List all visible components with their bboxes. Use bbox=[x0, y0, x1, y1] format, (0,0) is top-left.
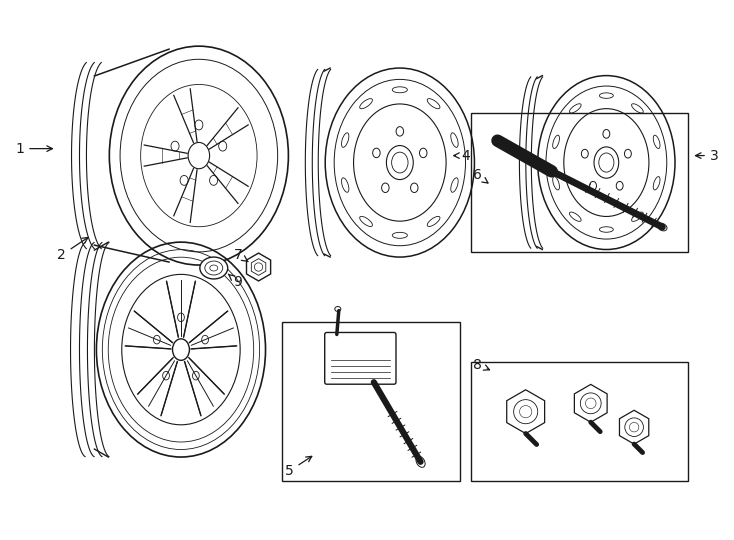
Ellipse shape bbox=[600, 93, 614, 98]
Ellipse shape bbox=[617, 181, 623, 190]
Ellipse shape bbox=[360, 99, 372, 109]
Text: 1: 1 bbox=[15, 141, 52, 156]
Text: 8: 8 bbox=[473, 357, 490, 372]
Bar bbox=[471, 113, 688, 252]
Ellipse shape bbox=[382, 183, 389, 193]
Ellipse shape bbox=[653, 177, 660, 190]
Ellipse shape bbox=[416, 456, 425, 467]
Text: 6: 6 bbox=[473, 168, 488, 183]
Ellipse shape bbox=[451, 178, 458, 192]
Ellipse shape bbox=[570, 212, 581, 221]
Ellipse shape bbox=[420, 148, 427, 158]
Ellipse shape bbox=[171, 141, 179, 151]
Text: 7: 7 bbox=[234, 248, 248, 262]
Text: 2: 2 bbox=[57, 238, 88, 262]
Bar bbox=[471, 361, 688, 481]
Bar bbox=[283, 322, 459, 481]
Ellipse shape bbox=[180, 176, 188, 185]
Ellipse shape bbox=[553, 177, 559, 190]
Polygon shape bbox=[575, 384, 607, 422]
Ellipse shape bbox=[163, 372, 170, 380]
Polygon shape bbox=[506, 390, 545, 434]
Ellipse shape bbox=[192, 372, 199, 380]
Ellipse shape bbox=[427, 99, 440, 109]
Ellipse shape bbox=[581, 150, 588, 158]
Ellipse shape bbox=[386, 146, 413, 180]
Ellipse shape bbox=[200, 257, 228, 279]
Ellipse shape bbox=[153, 335, 160, 344]
Ellipse shape bbox=[427, 217, 440, 226]
Ellipse shape bbox=[451, 133, 458, 147]
Text: 4: 4 bbox=[454, 148, 470, 163]
Ellipse shape bbox=[360, 217, 372, 226]
Ellipse shape bbox=[172, 339, 189, 360]
Ellipse shape bbox=[553, 135, 559, 148]
Ellipse shape bbox=[392, 232, 407, 238]
Ellipse shape bbox=[195, 120, 203, 130]
Ellipse shape bbox=[396, 127, 404, 136]
Polygon shape bbox=[247, 253, 271, 281]
Ellipse shape bbox=[570, 104, 581, 113]
Ellipse shape bbox=[188, 143, 210, 168]
Ellipse shape bbox=[219, 141, 227, 151]
Text: 3: 3 bbox=[696, 148, 719, 163]
Ellipse shape bbox=[603, 130, 610, 138]
Ellipse shape bbox=[373, 148, 380, 158]
Ellipse shape bbox=[178, 313, 184, 322]
Ellipse shape bbox=[631, 212, 643, 221]
Ellipse shape bbox=[202, 335, 208, 344]
Ellipse shape bbox=[594, 147, 619, 178]
Text: 5: 5 bbox=[285, 456, 312, 478]
Ellipse shape bbox=[341, 178, 349, 192]
Ellipse shape bbox=[210, 176, 218, 185]
Text: 9: 9 bbox=[228, 274, 242, 289]
Ellipse shape bbox=[589, 181, 597, 190]
Polygon shape bbox=[619, 410, 649, 444]
Ellipse shape bbox=[341, 133, 349, 147]
Ellipse shape bbox=[410, 183, 418, 193]
FancyBboxPatch shape bbox=[324, 333, 396, 384]
Ellipse shape bbox=[625, 150, 631, 158]
Ellipse shape bbox=[631, 104, 643, 113]
Ellipse shape bbox=[392, 87, 407, 93]
Ellipse shape bbox=[653, 135, 660, 148]
Ellipse shape bbox=[335, 307, 341, 312]
Ellipse shape bbox=[600, 227, 614, 232]
Ellipse shape bbox=[658, 223, 667, 231]
